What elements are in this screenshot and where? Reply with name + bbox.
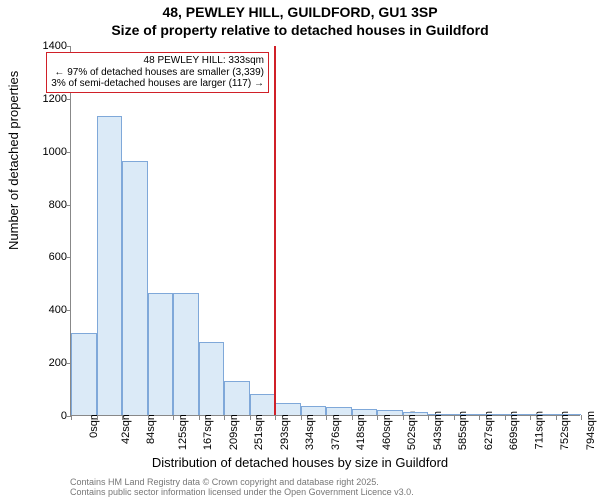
y-axis-label: Number of detached properties: [6, 71, 21, 250]
x-tick-label: 794sqm: [585, 411, 597, 450]
title-line-2: Size of property relative to detached ho…: [0, 22, 600, 38]
x-tick-mark: [479, 415, 480, 420]
y-tick-label: 200: [27, 357, 67, 369]
footer-line: Contains public sector information licen…: [70, 488, 414, 498]
x-tick-label: 293sqm: [279, 411, 291, 450]
x-tick-mark: [326, 415, 327, 420]
y-tick-mark: [66, 257, 71, 258]
y-tick-mark: [66, 46, 71, 47]
x-tick-mark: [224, 415, 225, 420]
y-tick-label: 1000: [27, 146, 67, 158]
x-tick-mark: [556, 415, 557, 420]
y-tick-mark: [66, 310, 71, 311]
annotation-box: 48 PEWLEY HILL: 333sqm← 97% of detached …: [46, 52, 269, 93]
x-tick-label: 711sqm: [533, 411, 545, 449]
histogram-bar: [556, 414, 582, 415]
x-tick-mark: [97, 415, 98, 420]
plot-area: 02004006008001000120014000sqm42sqm84sqm1…: [70, 46, 580, 416]
x-tick-mark: [301, 415, 302, 420]
histogram-bar: [301, 406, 327, 415]
x-tick-mark: [148, 415, 149, 420]
y-tick-mark: [66, 205, 71, 206]
x-tick-label: 460sqm: [381, 411, 393, 450]
x-axis-label: Distribution of detached houses by size …: [0, 455, 600, 470]
histogram-bar: [199, 342, 225, 415]
histogram-bar: [454, 414, 480, 415]
x-tick-mark: [250, 415, 251, 420]
histogram-bar: [148, 293, 174, 415]
annotation-line: ← 97% of detached houses are smaller (3,…: [51, 67, 264, 79]
histogram-bar: [250, 394, 276, 415]
x-tick-mark: [122, 415, 123, 420]
x-tick-mark: [71, 415, 72, 420]
chart-container: 48, PEWLEY HILL, GUILDFORD, GU1 3SP Size…: [0, 0, 600, 500]
x-tick-mark: [530, 415, 531, 420]
histogram-bar: [403, 412, 429, 415]
histogram-bar: [97, 116, 123, 415]
footer-attribution: Contains HM Land Registry data © Crown c…: [70, 478, 414, 498]
y-tick-label: 400: [27, 304, 67, 316]
y-tick-label: 0: [27, 410, 67, 422]
y-tick-label: 800: [27, 199, 67, 211]
histogram-bar: [173, 293, 199, 415]
y-tick-label: 1400: [27, 40, 67, 52]
y-tick-label: 600: [27, 251, 67, 263]
x-tick-mark: [581, 415, 582, 420]
title-line-1: 48, PEWLEY HILL, GUILDFORD, GU1 3SP: [0, 4, 600, 20]
x-tick-mark: [275, 415, 276, 420]
x-tick-label: 125sqm: [177, 411, 189, 450]
histogram-bar: [352, 409, 378, 415]
annotation-line: 3% of semi-detached houses are larger (1…: [51, 78, 264, 90]
y-tick-mark: [66, 99, 71, 100]
y-tick-mark: [66, 152, 71, 153]
x-tick-label: 669sqm: [508, 411, 520, 450]
x-tick-label: 627sqm: [483, 411, 495, 450]
x-tick-label: 418sqm: [355, 411, 367, 450]
x-tick-label: 543sqm: [432, 411, 444, 450]
histogram-bar: [71, 333, 97, 415]
histogram-bar: [530, 414, 556, 415]
histogram-bar: [224, 381, 250, 415]
x-tick-label: 752sqm: [559, 411, 571, 450]
histogram-bar: [275, 403, 301, 415]
x-tick-label: 0sqm: [88, 411, 100, 438]
histogram-bar: [479, 414, 505, 415]
x-tick-label: 209sqm: [228, 411, 240, 450]
histogram-bar: [122, 161, 148, 415]
histogram-bar: [377, 410, 403, 415]
x-tick-label: 334sqm: [304, 411, 316, 450]
histogram-bar: [505, 414, 531, 415]
x-tick-label: 502sqm: [406, 411, 418, 450]
reference-line: [274, 46, 276, 415]
annotation-line: 48 PEWLEY HILL: 333sqm: [51, 55, 264, 67]
histogram-bar: [326, 407, 352, 415]
x-tick-mark: [403, 415, 404, 420]
x-tick-mark: [352, 415, 353, 420]
x-tick-mark: [377, 415, 378, 420]
x-tick-mark: [199, 415, 200, 420]
x-tick-mark: [505, 415, 506, 420]
x-tick-mark: [454, 415, 455, 420]
x-tick-label: 585sqm: [457, 411, 469, 450]
x-tick-label: 376sqm: [330, 411, 342, 450]
x-tick-mark: [173, 415, 174, 420]
histogram-bar: [428, 414, 454, 415]
x-tick-label: 251sqm: [253, 411, 265, 450]
x-tick-mark: [428, 415, 429, 420]
y-tick-label: 1200: [27, 93, 67, 105]
x-tick-label: 167sqm: [202, 411, 214, 450]
